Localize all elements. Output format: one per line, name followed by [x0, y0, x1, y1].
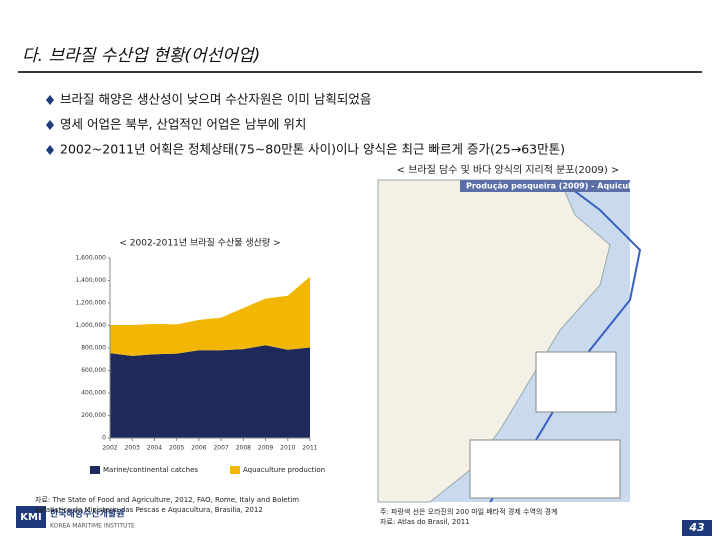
map-inset-box: [469, 439, 621, 499]
logo-mark: KMI: [20, 512, 41, 523]
x-tick-label: 2004: [147, 445, 162, 452]
logo-box: [16, 506, 46, 528]
x-tick-label: 2008: [236, 445, 251, 452]
page-number-box: [682, 520, 712, 536]
legend-label: Marine/continental catches: [103, 466, 198, 474]
y-tick-label: 200,000: [81, 412, 106, 419]
map-header-bar: [460, 180, 630, 192]
area: [110, 276, 310, 356]
x-tick-label: 2007: [213, 445, 228, 452]
x-tick-label: 2009: [258, 445, 273, 452]
legend-swatch: [230, 466, 240, 474]
chart-title: < 2002-2011년 브라질 수산물 생산량 >: [119, 237, 280, 249]
bullet-text: 브라질 해양은 생산성이 낮으며 수산자원은 이미 남획되었음: [60, 92, 371, 107]
bullet-text: 2002~2011년 어획은 정체상태(75~80만톤 사이)이나 양식은 최근…: [60, 142, 565, 157]
bullet-icon: [46, 95, 54, 105]
bullet-icon: [46, 145, 54, 155]
logo-english: KOREA MARITIME INSTITUTE: [50, 523, 135, 530]
map: Produção pesqueira (2009) - Aquicultura: [377, 179, 650, 503]
y-tick-label: 1,000,000: [75, 322, 106, 329]
y-tick-label: 400,000: [81, 390, 106, 397]
slide-title: 다. 브라질 수산업 현황(어선어업): [22, 46, 260, 66]
source-text: Estatistico da Ministerio das Pescas e A…: [35, 506, 263, 514]
y-tick-label: 0: [102, 435, 106, 442]
x-tick-label: 2005: [169, 445, 184, 452]
map-caption: < 브라질 담수 및 바다 양식의 지리적 분포(2009) >: [397, 164, 620, 176]
x-tick-label: 2006: [191, 445, 206, 452]
x-tick-label: 2002: [102, 445, 117, 452]
x-tick-label: 2010: [280, 445, 295, 452]
legend-label: Aquaculture production: [243, 466, 325, 474]
bullet-text: 영세 어업은 북부, 산업적인 어업은 남부에 위치: [60, 117, 306, 132]
x-tick-label: 2011: [302, 445, 317, 452]
logo-name: 한국해양수산개발원: [50, 508, 125, 520]
y-tick-label: 1,400,000: [75, 277, 106, 284]
note-text: 주: 파랑색 선은 오라진의 200 마일 배타적 경제 수역의 경계: [380, 507, 557, 516]
legend-swatch: [90, 466, 100, 474]
page-number: 43: [688, 521, 705, 534]
map-legend-box: [535, 351, 617, 413]
y-tick-label: 1,600,000: [75, 255, 106, 262]
y-tick-label: 800,000: [81, 345, 106, 352]
map-header: Produção pesqueira (2009) - Aquicultura: [466, 182, 650, 191]
source-text: 자료: The State of Food and Agriculture, 2…: [35, 495, 299, 504]
area: [110, 345, 310, 438]
bullet-icon: [46, 120, 54, 130]
y-tick-label: 600,000: [81, 367, 106, 374]
note-text: 자료: Atlas do Brasil, 2011: [380, 517, 470, 526]
y-tick-label: 1,200,000: [75, 300, 106, 307]
x-tick-label: 2003: [125, 445, 140, 452]
